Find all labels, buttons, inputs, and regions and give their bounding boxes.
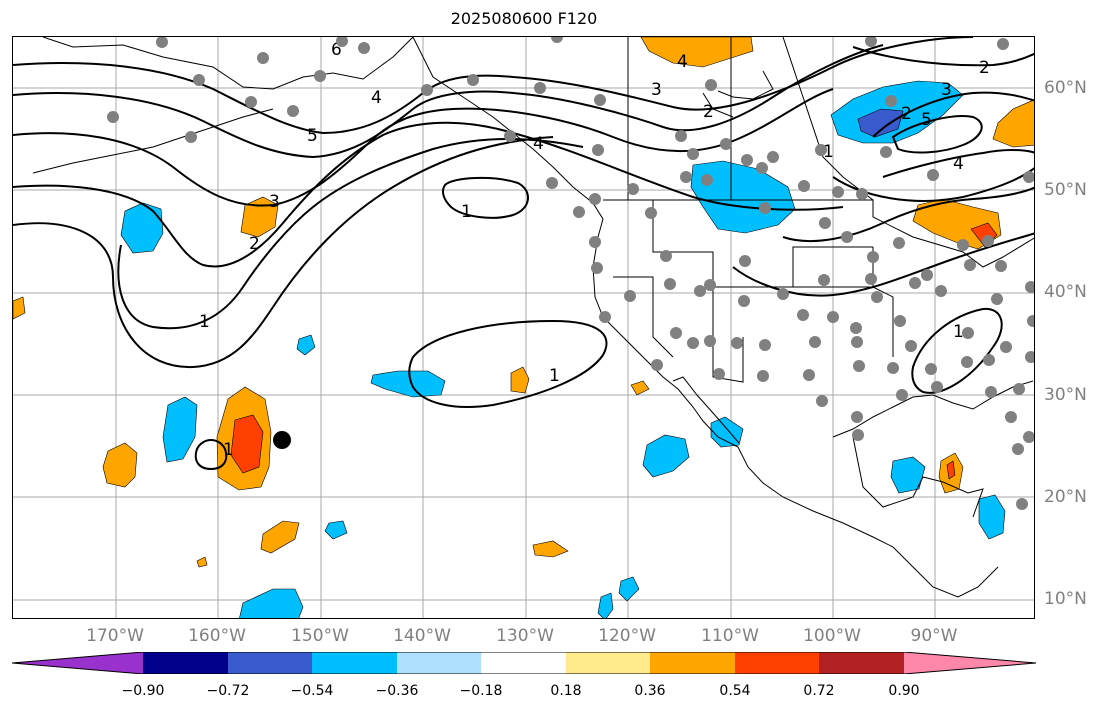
lon-label: 110°W [701,626,759,646]
lat-label: 30°N [1044,385,1087,405]
colorbar-extend-low [12,652,143,674]
location-marker [273,431,291,449]
colorbar-tick: 0.54 [719,683,751,699]
contour-label: 5 [307,126,318,146]
contour-label: 1 [199,312,210,332]
contour-label: 5 [921,110,932,130]
lon-label: 90°W [910,626,958,646]
contour-label: 1 [549,366,560,386]
colorbar-tick: 0.18 [550,683,582,699]
contour-label: 1 [953,322,964,342]
colorbar-tick: −0.54 [290,683,334,699]
contour-label: 3 [651,80,662,100]
colorbar-tick: −0.72 [206,683,250,699]
contour-lines [13,37,1034,471]
lat-label: 60°N [1044,78,1087,98]
contour-labels: 6 4 5 4 3 2 1 1 1 2 3 4 2 3 5 1 2 4 1 1 [199,40,990,460]
colorbar-tick: −0.18 [459,683,503,699]
lat-label: 40°N [1044,282,1087,302]
colorbar-segment [735,652,819,674]
colorbar-segment [228,652,312,674]
lon-label: 150°W [291,626,349,646]
lon-label: 120°W [598,626,656,646]
colorbar [12,652,1036,674]
contour-label: 1 [461,202,472,222]
lon-label: 170°W [86,626,144,646]
lat-label: 50°N [1044,180,1087,200]
colorbar-segment [566,652,650,674]
colorbar-tick: 0.72 [803,683,835,699]
lon-label: 140°W [393,626,451,646]
colorbar-tick: 0.90 [888,683,920,699]
colorbar-segment [312,652,397,674]
contour-label: 2 [249,234,260,254]
colorbar-segment [143,652,228,674]
contour-label: 3 [269,192,280,212]
colorbar-extend-high [904,652,1036,674]
lat-label: 20°N [1044,487,1087,507]
contour-label: 4 [371,88,382,108]
contour-label: 1 [823,142,834,162]
colorbar-segment [481,652,566,674]
map-canvas: 6 4 5 4 3 2 1 1 1 2 3 4 2 3 5 1 2 4 1 1 [13,37,1034,618]
contour-label: 4 [953,154,964,174]
map-panel: 6 4 5 4 3 2 1 1 1 2 3 4 2 3 5 1 2 4 1 1 [12,36,1035,619]
lon-label: 100°W [803,626,861,646]
lat-label: 10°N [1044,589,1087,609]
contour-label: 4 [533,134,544,154]
colorbar-tick: −0.36 [375,683,419,699]
colorbar-tick: 0.36 [634,683,666,699]
contour-label: 2 [901,104,912,124]
contour-label: 2 [979,58,990,78]
contour-label: 2 [703,102,714,122]
negative-anomaly-regions [120,80,1006,618]
lon-label: 160°W [188,626,246,646]
lon-label: 130°W [496,626,554,646]
station-markers [107,37,1034,510]
positive-anomaly-regions [13,37,1034,568]
colorbar-segment [650,652,735,674]
colorbar-segment [819,652,904,674]
contour-label: 6 [331,40,342,60]
map-title: 2025080600 F120 [450,9,598,28]
contour-label: 1 [223,440,234,460]
colorbar-tick: −0.90 [121,683,165,699]
contour-label: 3 [941,80,952,100]
colorbar-segment [397,652,481,674]
contour-label: 4 [677,52,688,72]
